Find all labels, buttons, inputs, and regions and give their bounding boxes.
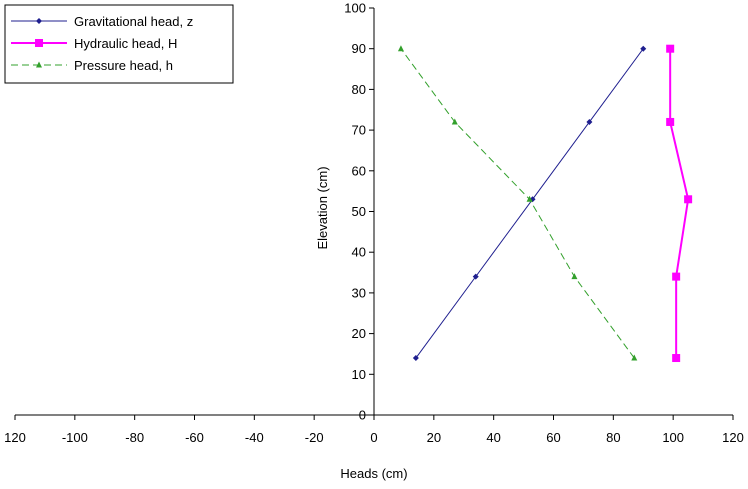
x-tick-label: -40 — [245, 430, 264, 445]
y-tick-label: 90 — [352, 41, 366, 56]
legend-label: Hydraulic head, H — [74, 36, 177, 51]
x-tick-label: -100 — [62, 430, 88, 445]
legend-label: Pressure head, h — [74, 58, 173, 73]
y-tick-label: 60 — [352, 163, 366, 178]
x-tick-label: -80 — [125, 430, 144, 445]
data-point — [684, 195, 693, 204]
y-tick-label: 50 — [352, 204, 366, 219]
data-point — [472, 273, 479, 280]
x-tick-label: 120 — [722, 430, 744, 445]
x-tick-label: 40 — [486, 430, 500, 445]
data-point — [640, 45, 647, 52]
x-tick-label: -20 — [305, 430, 324, 445]
series-2 — [666, 44, 693, 363]
series-3 — [397, 45, 638, 361]
data-point — [571, 273, 578, 280]
y-tick-label: 70 — [352, 123, 366, 138]
data-point — [666, 117, 675, 126]
y-axis-title: Elevation (cm) — [315, 166, 330, 249]
y-tick-label: 30 — [352, 285, 366, 300]
data-point — [36, 18, 42, 24]
x-axis-title: Heads (cm) — [340, 466, 407, 481]
y-tick-label: 100 — [344, 1, 366, 16]
data-point — [666, 44, 675, 53]
x-tick-label: 100 — [662, 430, 684, 445]
data-point — [586, 118, 593, 125]
data-point — [631, 354, 638, 361]
y-tick-label: 80 — [352, 82, 366, 97]
y-tick-label: 0 — [359, 408, 366, 423]
y-tick-label: 10 — [352, 367, 366, 382]
data-point — [672, 354, 681, 363]
data-point — [36, 61, 42, 68]
x-tick-label: 60 — [546, 430, 560, 445]
series-line — [400, 48, 635, 359]
y-tick-label: 20 — [352, 326, 366, 341]
x-tick-label: 80 — [606, 430, 620, 445]
series-1 — [412, 45, 647, 362]
data-point — [672, 272, 681, 281]
x-tick-label: 20 — [427, 430, 441, 445]
x-tick-label: 120 — [4, 430, 26, 445]
legend: Gravitational head, z Hydraulic head, H Pr… — [4, 4, 234, 84]
x-tick-label: -60 — [185, 430, 204, 445]
axes: 120 -100 -80 -60 -40 -20 0 20 40 60 80 100 120 0 10 20 3… — [4, 1, 744, 446]
data-point — [451, 118, 458, 125]
data-point — [397, 45, 404, 52]
y-tick-label: 40 — [352, 245, 366, 260]
data-point — [526, 195, 533, 202]
legend-label: Gravitational head, z — [74, 14, 193, 29]
series-line — [669, 48, 690, 359]
data-point — [35, 39, 43, 47]
chart-marks — [397, 44, 693, 363]
data-point — [412, 355, 419, 362]
series-line — [415, 48, 644, 359]
x-tick-label: 0 — [370, 430, 377, 445]
